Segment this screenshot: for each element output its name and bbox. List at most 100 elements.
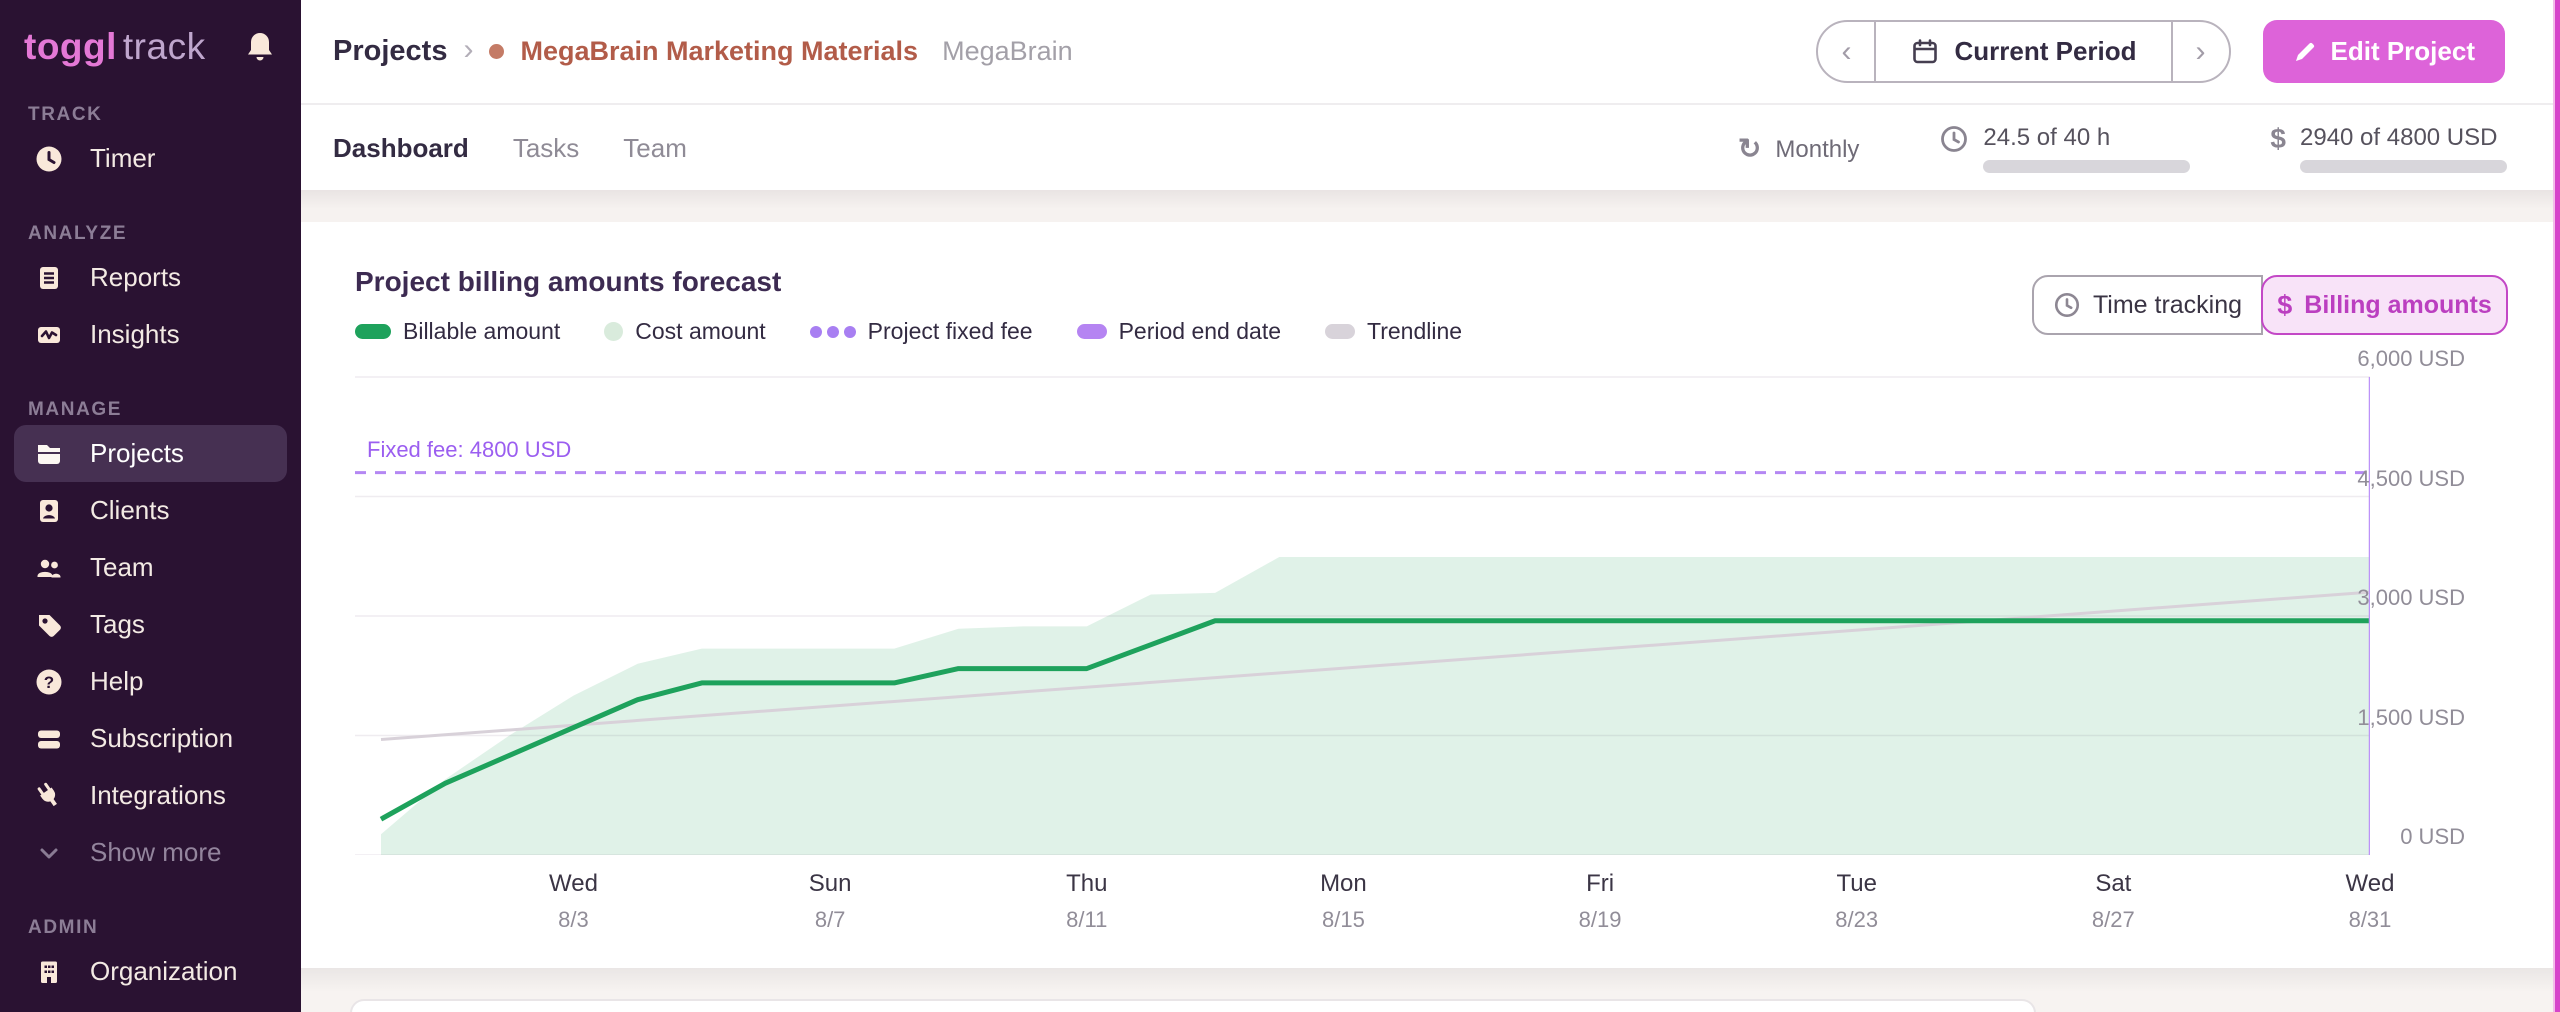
chart-mode-toggle: Time tracking $ Billing amounts xyxy=(2032,275,2508,335)
breadcrumb-project-name: MegaBrain Marketing Materials xyxy=(520,36,919,66)
dollar-icon: $ xyxy=(2277,289,2293,320)
sidebar-item-tags[interactable]: Tags xyxy=(0,596,301,653)
sidebar-item-label: Subscription xyxy=(90,723,234,753)
toggl-track-logo[interactable]: toggl track xyxy=(24,26,206,68)
legend-label: Trendline xyxy=(1367,318,1463,344)
current-period-button[interactable]: Current Period xyxy=(1874,22,2173,81)
x-axis-label: Sat 8/27 xyxy=(2091,870,2135,932)
sidebar-item-subscription[interactable]: Subscription xyxy=(0,710,301,767)
billable-swatch-icon xyxy=(355,324,391,339)
help-icon: ? xyxy=(34,667,64,697)
sidebar-item-label: Help xyxy=(90,666,144,696)
sidebar-item-timer[interactable]: Timer xyxy=(0,130,301,187)
amount-progress-text: 2940 of 4800 USD xyxy=(2300,124,2498,151)
sidebar-item-team[interactable]: Team xyxy=(0,539,301,596)
x-axis-label: Wed 8/3 xyxy=(549,870,598,932)
previous-period-button[interactable]: ‹ xyxy=(1841,34,1852,68)
folder-icon xyxy=(34,439,64,469)
billing-cycle-label: Monthly xyxy=(1775,135,1860,163)
billing-amounts-toggle-button[interactable]: $ Billing amounts xyxy=(2261,275,2508,335)
tab-tasks[interactable]: Tasks xyxy=(512,133,580,163)
sidebar-item-organization[interactable]: Organization xyxy=(0,943,301,1000)
amount-metric: $ 2940 of 4800 USD xyxy=(2270,124,2507,173)
logo-bold: toggl xyxy=(24,26,117,67)
svg-text:?: ? xyxy=(44,673,54,692)
x-axis-label: Mon 8/15 xyxy=(1320,870,1367,932)
sidebar-item-reports[interactable]: Reports xyxy=(0,249,301,306)
sidebar-item-help[interactable]: ? Help xyxy=(0,653,301,710)
chart-title: Project billing amounts forecast xyxy=(355,266,782,297)
current-period-label: Current Period xyxy=(1954,36,2137,66)
sidebar-item-clients[interactable]: Clients xyxy=(0,482,301,539)
legend-period-end-date[interactable]: Period end date xyxy=(1076,318,1281,345)
breadcrumb-chevron-icon: › xyxy=(463,32,474,66)
chevron-down-icon xyxy=(34,838,64,868)
breadcrumb-projects-link[interactable]: Projects xyxy=(333,35,448,67)
window-edge-border xyxy=(2555,0,2560,1012)
y-axis-label: 3,000 USD xyxy=(2357,585,2465,610)
cost-swatch-icon xyxy=(604,322,624,341)
window-edge-highlight xyxy=(2553,0,2555,1012)
legend-label: Project fixed fee xyxy=(867,318,1033,344)
breadcrumb: Projects › MegaBrain Marketing Materials… xyxy=(333,32,1073,68)
header-actions: ‹ Current Period › Edit Project xyxy=(1816,20,2505,83)
period-control: ‹ Current Period › xyxy=(1816,20,2231,83)
tabs: Dashboard Tasks Team xyxy=(333,133,687,164)
sidebar-item-label: Show more xyxy=(90,837,222,867)
legend-cost-amount[interactable]: Cost amount xyxy=(604,318,766,345)
sidebar-item-insights[interactable]: Insights xyxy=(0,306,301,363)
period-end-swatch-icon xyxy=(1076,324,1107,339)
calendar-icon xyxy=(1913,38,1938,63)
sidebar-item-label: Organization xyxy=(90,956,238,986)
logo-light: track xyxy=(122,26,206,67)
amount-progress-bar xyxy=(2300,160,2507,173)
clock-outline-icon xyxy=(2054,292,2079,318)
next-section-card xyxy=(350,999,2036,1012)
hours-progress-text: 24.5 of 40 h xyxy=(1983,124,2111,151)
sidebar-item-projects[interactable]: Projects xyxy=(14,425,287,482)
sidebar-item-label: Team xyxy=(90,552,154,582)
chart-plot-area[interactable] xyxy=(355,370,2372,856)
edit-project-label: Edit Project xyxy=(2330,36,2475,66)
sidebar-section-analyze: ANALYZE xyxy=(28,223,128,244)
next-period-button[interactable]: › xyxy=(2195,34,2206,68)
project-color-dot xyxy=(489,44,505,59)
tab-dashboard[interactable]: Dashboard xyxy=(333,133,469,163)
sidebar-item-label: Reports xyxy=(90,262,182,292)
insights-icon xyxy=(34,320,64,350)
legend-billable-amount[interactable]: Billable amount xyxy=(355,318,560,345)
pencil-icon xyxy=(2295,42,2314,61)
y-axis-label: 1,500 USD xyxy=(2357,704,2465,730)
breadcrumb-client-name: MegaBrain xyxy=(942,36,1073,66)
x-axis-label: Thu 8/11 xyxy=(1066,870,1108,932)
page-background-band xyxy=(301,190,2555,222)
sidebar-item-label: Clients xyxy=(90,495,170,525)
sidebar-item-show-more[interactable]: Show more xyxy=(0,824,301,881)
legend-project-fixed-fee[interactable]: Project fixed fee xyxy=(809,318,1033,345)
legend-trendline[interactable]: Trendline xyxy=(1325,318,1462,345)
tab-team[interactable]: Team xyxy=(623,133,687,163)
sidebar-section-manage: MANAGE xyxy=(28,399,123,420)
sidebar-item-integrations[interactable]: Integrations xyxy=(0,767,301,824)
tab-bar: Dashboard Tasks Team ↻ Monthly 24.5 of 4… xyxy=(301,107,2555,190)
clock-icon xyxy=(34,144,64,174)
sidebar-item-label: Tags xyxy=(90,609,145,639)
sidebar-item-label: Timer xyxy=(90,143,156,173)
x-axis-label: Tue 8/23 xyxy=(1835,870,1879,932)
logo-row: toggl track xyxy=(0,0,301,68)
time-tracking-toggle-button[interactable]: Time tracking xyxy=(2032,275,2263,335)
toggle-label: Billing amounts xyxy=(2304,290,2492,319)
main-content: Projects › MegaBrain Marketing Materials… xyxy=(301,0,2555,1012)
x-axis-label: Wed 8/31 xyxy=(2345,870,2395,932)
fixed-fee-swatch-icon xyxy=(809,325,856,338)
notification-bell-icon[interactable] xyxy=(245,31,275,63)
edit-project-button[interactable]: Edit Project xyxy=(2262,20,2505,83)
trendline-swatch-icon xyxy=(1325,324,1355,339)
x-axis-label: Sun 8/7 xyxy=(808,870,852,932)
y-axis-label: 4,500 USD xyxy=(2357,465,2465,491)
reports-icon xyxy=(34,263,64,293)
x-axis-label: Fri 8/19 xyxy=(1578,870,1622,932)
y-axis-label: 0 USD xyxy=(2400,824,2465,849)
toggle-label: Time tracking xyxy=(2092,290,2243,319)
sidebar-item-label: Insights xyxy=(90,319,180,349)
